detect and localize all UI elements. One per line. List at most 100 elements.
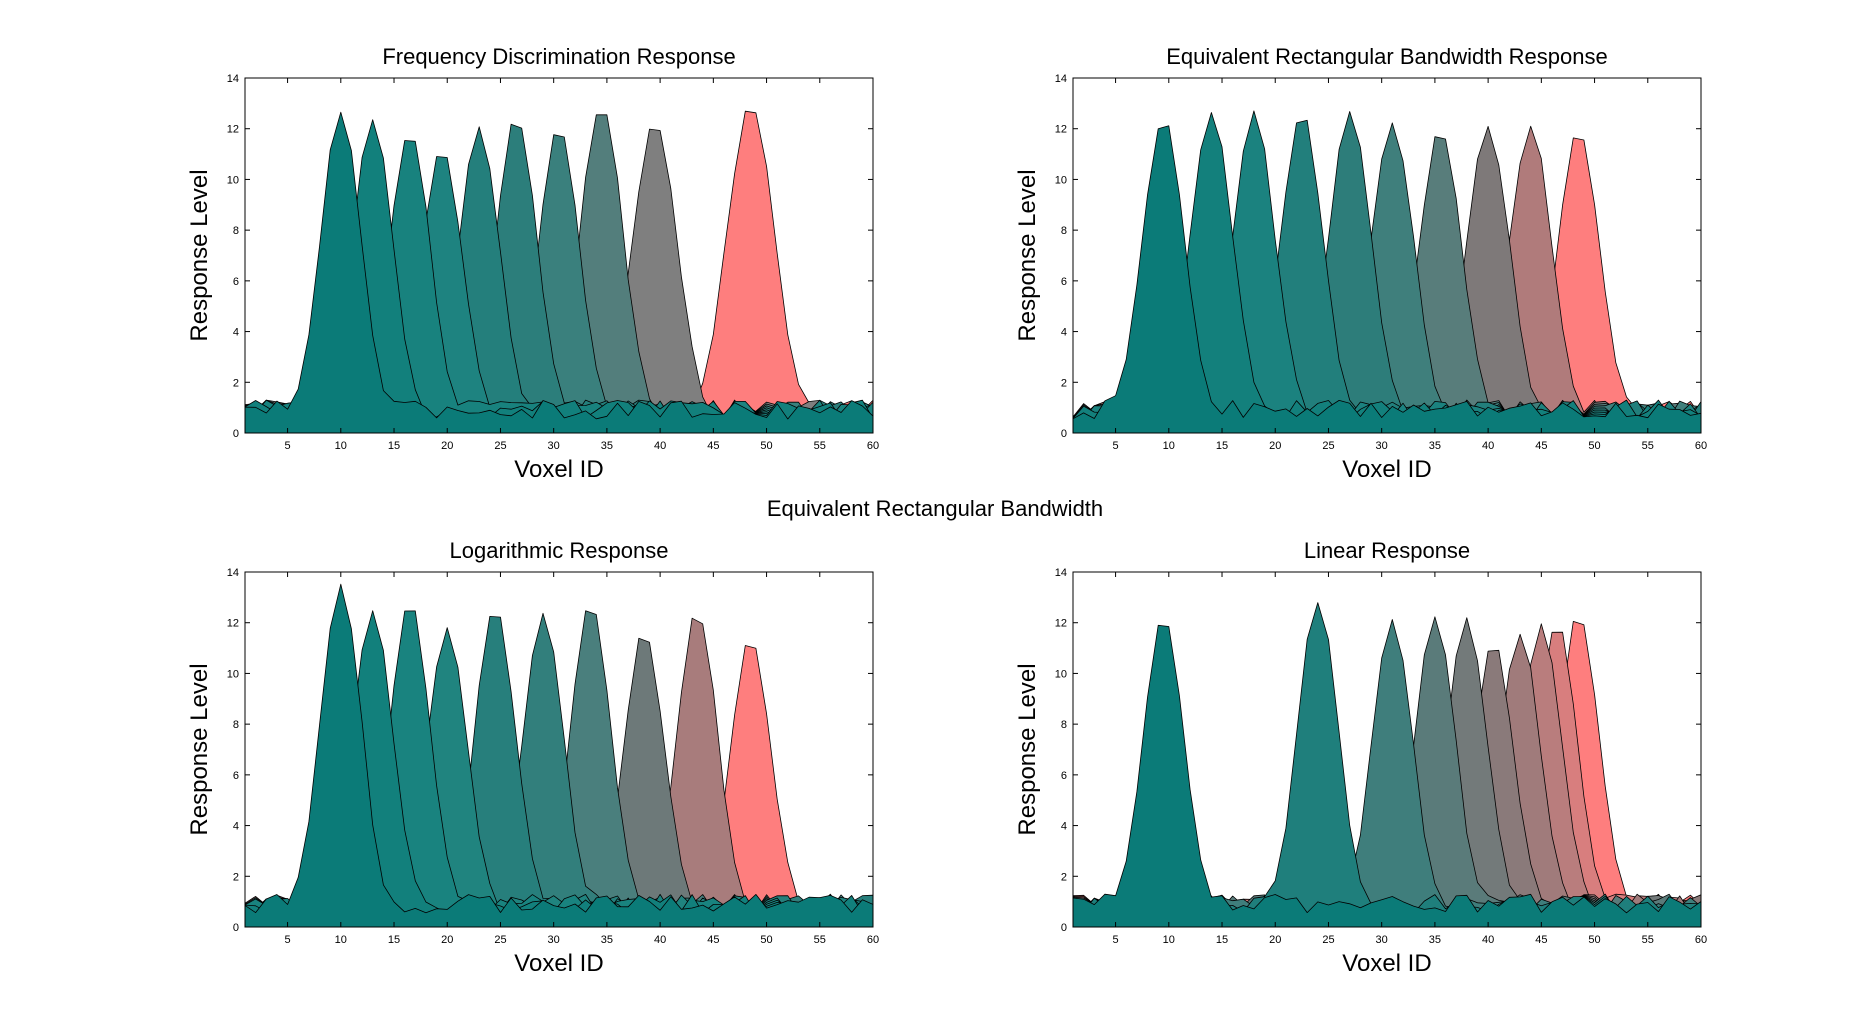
x-tick-label: 45 <box>1535 440 1547 452</box>
y-tick-label: 0 <box>1061 922 1067 934</box>
x-tick-label: 10 <box>1163 440 1175 452</box>
x-tick-label: 55 <box>1642 440 1654 452</box>
axes-frame <box>244 77 874 434</box>
x-tick-label: 15 <box>388 440 400 452</box>
plot-area <box>1073 602 1701 927</box>
series-area-1 <box>245 111 873 433</box>
x-tick-label: 25 <box>494 934 506 946</box>
x-tick-label: 15 <box>1216 934 1228 946</box>
x-tick-label: 5 <box>1113 934 1119 946</box>
x-tick-label: 55 <box>1642 934 1654 946</box>
x-tick-label: 40 <box>1482 934 1494 946</box>
y-tick-label: 8 <box>1061 225 1067 237</box>
y-tick-label: 6 <box>1061 276 1067 288</box>
y-tick-label: 2 <box>1061 871 1067 883</box>
y-tick-label: 12 <box>227 618 239 630</box>
y-tick-label: 4 <box>233 821 239 833</box>
y-tick-label: 4 <box>1061 327 1067 339</box>
chart-panel-1: 5 10 15 20 25 30 35 40 45 50 55 60 0 2 4 6 8 10 12 14 Freque… <box>186 44 879 483</box>
y-tick-label: 12 <box>227 124 239 136</box>
y-tick-label: 14 <box>1055 73 1067 85</box>
x-tick-label: 60 <box>1695 934 1707 946</box>
y-tick-label: 2 <box>1061 377 1067 389</box>
y-tick-label: 2 <box>233 871 239 883</box>
x-tick-label: 10 <box>1163 934 1175 946</box>
y-tick-label: 6 <box>1061 770 1067 782</box>
x-tick-label: 25 <box>494 440 506 452</box>
x-tick-label: 5 <box>285 934 291 946</box>
y-tick-label: 10 <box>227 668 239 680</box>
x-tick-label: 60 <box>867 440 879 452</box>
x-tick-label: 35 <box>601 934 613 946</box>
y-tick-label: 8 <box>233 225 239 237</box>
x-tick-label: 45 <box>1535 934 1547 946</box>
y-tick-label: 4 <box>233 327 239 339</box>
plot-area <box>1073 110 1701 433</box>
x-tick-label: 60 <box>867 934 879 946</box>
x-tick-label: 25 <box>1322 934 1334 946</box>
y-tick-label: 14 <box>227 567 239 579</box>
chart-title: Equivalent Rectangular Bandwidth Respons… <box>1166 44 1608 69</box>
chart-panel-3: 5 10 15 20 25 30 35 40 45 50 55 60 0 2 4 6 8 10 12 14 Logari… <box>186 538 879 977</box>
x-tick-label: 15 <box>388 934 400 946</box>
y-tick-label: 0 <box>233 428 239 440</box>
y-tick-label: 12 <box>1055 618 1067 630</box>
x-tick-label: 40 <box>654 934 666 946</box>
y-tick-label: 2 <box>233 377 239 389</box>
axes-frame <box>244 571 874 928</box>
x-tick-label: 45 <box>707 934 719 946</box>
chart-title: Logarithmic Response <box>450 538 669 563</box>
x-axis-label: Voxel ID <box>514 950 603 977</box>
x-tick-label: 50 <box>1588 934 1600 946</box>
y-tick-label: 0 <box>233 922 239 934</box>
plot-area <box>245 110 873 433</box>
x-tick-label: 20 <box>441 440 453 452</box>
y-tick-label: 4 <box>1061 821 1067 833</box>
y-tick-label: 8 <box>1061 719 1067 731</box>
x-tick-label: 30 <box>1376 934 1388 946</box>
axes-frame <box>1072 571 1702 928</box>
y-axis-label: Response Level <box>1014 169 1041 341</box>
x-tick-label: 50 <box>1588 440 1600 452</box>
x-tick-label: 45 <box>707 440 719 452</box>
x-tick-label: 25 <box>1322 440 1334 452</box>
chart-title: Frequency Discrimination Response <box>382 44 735 69</box>
series-area-1 <box>1073 624 1701 927</box>
chart-panel-2: 5 10 15 20 25 30 35 40 45 50 55 60 0 2 4 6 8 10 12 14 Equiva… <box>1014 44 1707 483</box>
x-tick-label: 30 <box>548 934 560 946</box>
series-area-1 <box>1073 125 1701 433</box>
x-tick-label: 55 <box>814 934 826 946</box>
y-axis-label: Response Level <box>1014 663 1041 835</box>
x-tick-label: 35 <box>1429 934 1441 946</box>
x-tick-label: 40 <box>654 440 666 452</box>
x-tick-label: 10 <box>335 440 347 452</box>
y-tick-label: 10 <box>1055 174 1067 186</box>
chart-panel-4: 5 10 15 20 25 30 35 40 45 50 55 60 0 2 4 6 8 10 12 14 Linear… <box>1014 538 1707 977</box>
y-axis-label: Response Level <box>186 663 213 835</box>
y-tick-label: 6 <box>233 276 239 288</box>
y-tick-label: 14 <box>227 73 239 85</box>
x-tick-label: 35 <box>601 440 613 452</box>
y-tick-label: 10 <box>227 174 239 186</box>
x-tick-label: 20 <box>441 934 453 946</box>
x-tick-label: 5 <box>1113 440 1119 452</box>
x-tick-label: 30 <box>548 440 560 452</box>
y-tick-label: 6 <box>233 770 239 782</box>
y-tick-label: 0 <box>1061 428 1067 440</box>
x-axis-label: Voxel ID <box>514 456 603 483</box>
x-tick-label: 20 <box>1269 934 1281 946</box>
y-axis-label: Response Level <box>186 169 213 341</box>
y-tick-label: 8 <box>233 719 239 731</box>
x-tick-label: 50 <box>760 934 772 946</box>
x-tick-label: 35 <box>1429 440 1441 452</box>
x-tick-label: 55 <box>814 440 826 452</box>
x-tick-label: 20 <box>1269 440 1281 452</box>
x-axis-label: Voxel ID <box>1342 950 1431 977</box>
figure-suptitle: Equivalent Rectangular Bandwidth <box>767 496 1103 521</box>
chart-title: Linear Response <box>1304 538 1470 563</box>
plot-area <box>245 583 873 927</box>
y-tick-label: 12 <box>1055 124 1067 136</box>
x-tick-label: 5 <box>285 440 291 452</box>
series-area-1 <box>245 583 873 927</box>
